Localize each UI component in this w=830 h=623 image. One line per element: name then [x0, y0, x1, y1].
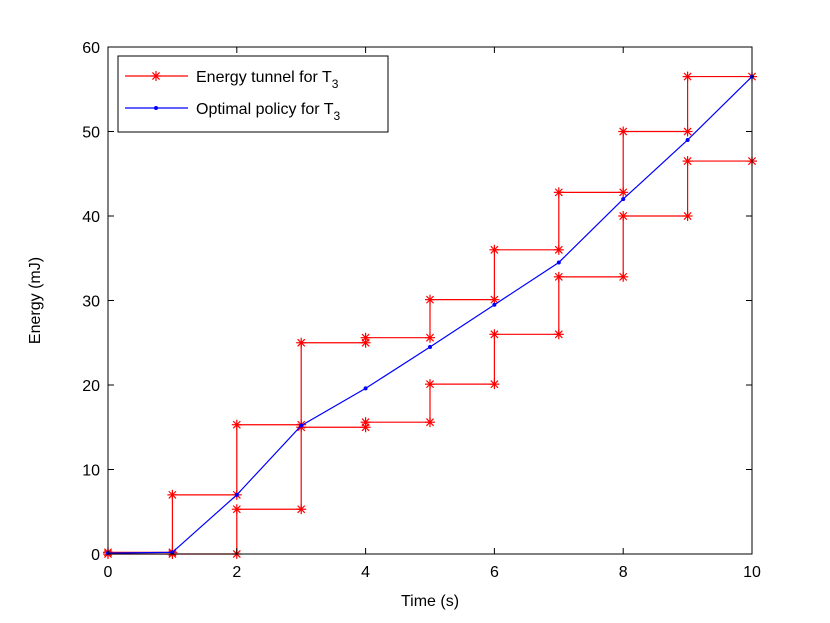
energy-tunnel-point	[618, 187, 629, 198]
energy-tunnel-point	[489, 329, 500, 340]
energy-tunnel-point	[296, 504, 307, 515]
y-tick-label: 0	[91, 547, 100, 564]
optimal-policy-point	[556, 260, 561, 265]
energy-tunnel-point	[489, 379, 500, 390]
x-axis-label: Time (s)	[401, 593, 459, 610]
energy-tunnel-point	[618, 126, 629, 137]
energy-tunnel-point	[618, 271, 629, 282]
x-tick-label: 8	[619, 564, 628, 581]
x-tick-label: 2	[232, 564, 241, 581]
axes: 0 2 4 6 8 10 0 10 20 30 40 50 60	[82, 40, 761, 581]
y-axis-label: Energy (mJ)	[27, 257, 44, 344]
optimal-policy-point	[685, 137, 690, 142]
y-tick-label: 30	[82, 294, 100, 311]
energy-tunnel-point	[489, 244, 500, 255]
energy-tunnel-point	[425, 332, 435, 343]
y-tick-label: 60	[82, 40, 100, 57]
y-tick-label: 40	[82, 209, 100, 226]
energy-tunnel-point	[682, 126, 693, 137]
energy-tunnel-point	[553, 329, 564, 340]
energy-tunnel-point	[231, 419, 242, 430]
energy-tunnel-point	[682, 156, 693, 167]
plot-area	[103, 71, 757, 559]
legend-entry-energy-tunnel: Energy tunnel for T3	[125, 69, 339, 91]
energy-tunnel-point	[167, 489, 178, 500]
energy-tunnel-point	[425, 379, 435, 390]
y-tick-label: 50	[82, 125, 100, 142]
y-tick-label: 20	[82, 378, 100, 395]
x-tick-label: 0	[104, 564, 113, 581]
optimal-policy-point	[299, 423, 304, 428]
energy-tunnel-point	[553, 187, 564, 198]
legend-marker-optimal-policy	[154, 106, 158, 110]
legend: Energy tunnel for T3 Optimal policy for …	[117, 55, 389, 133]
legend-asterisk	[151, 71, 161, 81]
legend-marker-energy-tunnel	[151, 71, 161, 81]
energy-tunnel-line-0	[108, 75, 752, 553]
optimal-policy-point	[363, 386, 368, 391]
energy-tunnel-point	[618, 211, 629, 221]
legend-label-optimal-policy: Optimal policy for T3	[196, 101, 341, 123]
optimal-policy-point	[428, 344, 432, 349]
optimal-policy-point	[621, 197, 626, 202]
energy-tunnel-point	[425, 294, 435, 305]
x-tick-label: 6	[490, 564, 499, 581]
energy-tunnel-point	[553, 271, 564, 282]
energy-tunnel-point	[360, 417, 371, 428]
legend-box	[117, 55, 389, 133]
x-tick-label: 4	[361, 564, 370, 581]
legend-entry-optimal-policy: Optimal policy for T3	[125, 101, 341, 123]
energy-tunnel-point	[360, 332, 371, 343]
energy-tunnel-point	[231, 504, 242, 515]
energy-tunnel-point	[553, 244, 564, 255]
energy-tunnel-point	[296, 337, 307, 348]
legend-label-energy-tunnel: Energy tunnel for T3	[196, 69, 339, 91]
optimal-policy-point	[170, 550, 175, 555]
optimal-policy-point	[492, 302, 497, 307]
x-tick-label: 10	[743, 564, 761, 581]
y-tick-label: 10	[82, 463, 100, 480]
energy-tunnel-point	[682, 211, 693, 221]
optimal-policy-point	[234, 492, 239, 497]
energy-tunnel-point	[425, 417, 435, 428]
energy-tunnel-point	[682, 71, 693, 82]
